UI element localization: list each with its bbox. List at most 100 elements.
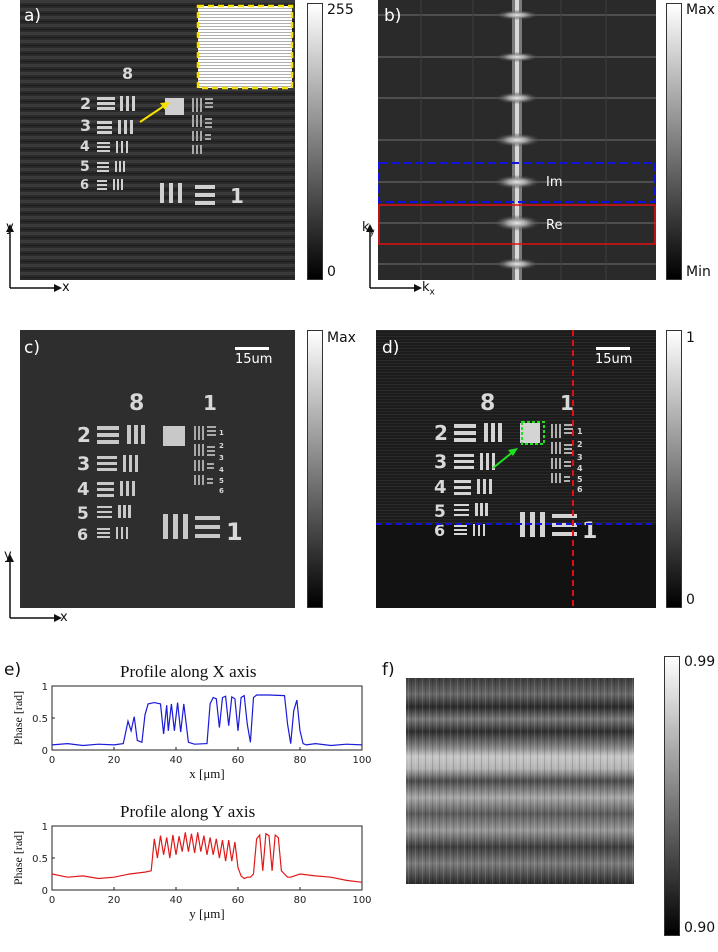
y-tick-label: 0.5 bbox=[32, 854, 48, 865]
y-axis-label: Phase [rad] bbox=[11, 691, 25, 745]
panel-b-svg bbox=[378, 0, 656, 280]
panel-f-svg bbox=[406, 678, 634, 884]
svg-text:6: 6 bbox=[577, 485, 583, 494]
panel-b-label: b) bbox=[384, 6, 402, 26]
svg-text:1: 1 bbox=[219, 429, 224, 437]
yellow-arrow bbox=[139, 103, 168, 123]
panel-c-image: 8 1 2 3 4 5 6 1 bbox=[20, 330, 295, 608]
yellow-zoom-box bbox=[196, 4, 294, 90]
svg-text:4: 4 bbox=[219, 466, 224, 474]
panel-a-axes bbox=[6, 224, 62, 292]
re-label: Re bbox=[546, 218, 563, 233]
target-c: 8 1 2 3 4 5 6 1 bbox=[77, 391, 243, 546]
panel-b-image bbox=[378, 0, 656, 280]
svg-text:5: 5 bbox=[80, 159, 90, 175]
panel-f-image bbox=[406, 678, 634, 884]
y-tick-label: 0.5 bbox=[32, 714, 48, 725]
panel-a-label: a) bbox=[24, 6, 42, 26]
svg-text:6: 6 bbox=[80, 178, 89, 193]
panel-d-label: d) bbox=[382, 338, 400, 358]
axis-kx-label: kx bbox=[422, 280, 435, 298]
colorbar-d-min: 0 bbox=[686, 592, 695, 608]
profile-x-chart: 0 20 40 60 80 100 0 0.5 1 x [μm] Phase [rad] bbox=[11, 682, 372, 781]
panel-c-label: c) bbox=[24, 338, 40, 358]
panel-b-axes bbox=[366, 224, 422, 292]
svg-text:5: 5 bbox=[577, 475, 583, 484]
y-tick-label: 0 bbox=[42, 886, 48, 897]
x-tick-label: 60 bbox=[232, 895, 245, 906]
green-roi-box bbox=[521, 421, 545, 445]
scale-bar-d bbox=[596, 347, 630, 350]
colorbar-b-min: Min bbox=[686, 264, 711, 280]
colorbar-b bbox=[666, 3, 682, 280]
colorbar-f-max: 0.99 bbox=[684, 654, 716, 670]
svg-text:2: 2 bbox=[77, 423, 91, 447]
scale-bar-c-label: 15um bbox=[235, 352, 273, 367]
panel-c-axes bbox=[6, 554, 62, 622]
svg-text:3: 3 bbox=[77, 453, 90, 475]
svg-text:2: 2 bbox=[80, 94, 91, 113]
colorbar-a-max: 255 bbox=[327, 2, 354, 18]
x-tick-label: 20 bbox=[108, 895, 121, 906]
axis-ky-label: ky bbox=[362, 220, 375, 238]
x-tick-label: 40 bbox=[170, 755, 183, 766]
scale-bar-c bbox=[235, 347, 269, 350]
axis-x-label-c: x bbox=[60, 610, 68, 625]
x-tick-label: 100 bbox=[352, 895, 371, 906]
svg-text:5: 5 bbox=[77, 504, 89, 524]
x-tick-label: 20 bbox=[108, 755, 121, 766]
svg-text:1: 1 bbox=[226, 518, 243, 546]
target-d: 8 1 2 3 4 5 6 1 bbox=[434, 391, 597, 544]
panel-d-svg: 8 1 2 3 4 5 6 1 bbox=[376, 330, 656, 608]
colorbar-d bbox=[666, 330, 682, 608]
svg-text:2: 2 bbox=[219, 442, 224, 450]
colorbar-d-max: 1 bbox=[686, 330, 695, 346]
profile-series-line bbox=[51, 832, 363, 883]
svg-text:6: 6 bbox=[77, 525, 88, 544]
scale-bar-d-label: 15um bbox=[595, 352, 633, 367]
svg-text:1: 1 bbox=[577, 427, 583, 436]
svg-text:6: 6 bbox=[219, 487, 224, 495]
im-box bbox=[378, 162, 656, 203]
axis-y-label-c: y bbox=[4, 548, 12, 563]
re-box bbox=[378, 204, 656, 245]
svg-text:4: 4 bbox=[577, 464, 583, 473]
axis-y-label-a: y bbox=[6, 220, 14, 235]
svg-text:3: 3 bbox=[219, 454, 224, 462]
colorbar-f bbox=[664, 656, 680, 936]
panel-f-label: f) bbox=[382, 660, 395, 680]
x-tick-label: 60 bbox=[232, 755, 245, 766]
svg-text:4: 4 bbox=[77, 479, 90, 500]
x-tick-label: 40 bbox=[170, 895, 183, 906]
plot-frame bbox=[51, 825, 363, 891]
chart-x-title: Profile along X axis bbox=[120, 662, 257, 681]
svg-text:1: 1 bbox=[203, 391, 217, 415]
im-label: Im bbox=[546, 175, 563, 190]
svg-text:1: 1 bbox=[560, 391, 574, 415]
y-tick-label: 0 bbox=[42, 746, 48, 757]
colorbar-b-max: Max bbox=[686, 2, 715, 18]
panel-e-label: e) bbox=[4, 660, 22, 680]
svg-text:2: 2 bbox=[577, 440, 583, 449]
colorbar-a-min: 0 bbox=[327, 264, 336, 280]
panel-a-image: 8 2 3 4 5 6 1 bbox=[20, 0, 295, 280]
svg-text:1: 1 bbox=[582, 519, 597, 544]
svg-text:5: 5 bbox=[434, 502, 446, 522]
x-axis-label: y [μm] bbox=[189, 906, 225, 921]
profile-series-line bbox=[51, 694, 363, 747]
colorbar-a bbox=[307, 3, 323, 280]
svg-text:3: 3 bbox=[577, 453, 583, 462]
panel-c-svg: 8 1 2 3 4 5 6 1 bbox=[20, 330, 295, 608]
y-tick-label: 1 bbox=[42, 682, 48, 693]
x-tick-label: 80 bbox=[294, 895, 307, 906]
svg-text:3: 3 bbox=[80, 116, 91, 135]
y-tick-label: 1 bbox=[42, 822, 48, 833]
svg-text:3: 3 bbox=[434, 451, 447, 473]
panel-a-svg: 8 2 3 4 5 6 1 bbox=[20, 0, 295, 280]
x-tick-label: 100 bbox=[352, 755, 371, 766]
colorbar-c bbox=[307, 330, 323, 608]
axis-x-label-a: x bbox=[62, 280, 70, 295]
svg-text:8: 8 bbox=[129, 391, 144, 416]
x-tick-label: 80 bbox=[294, 755, 307, 766]
svg-text:8: 8 bbox=[480, 391, 495, 416]
